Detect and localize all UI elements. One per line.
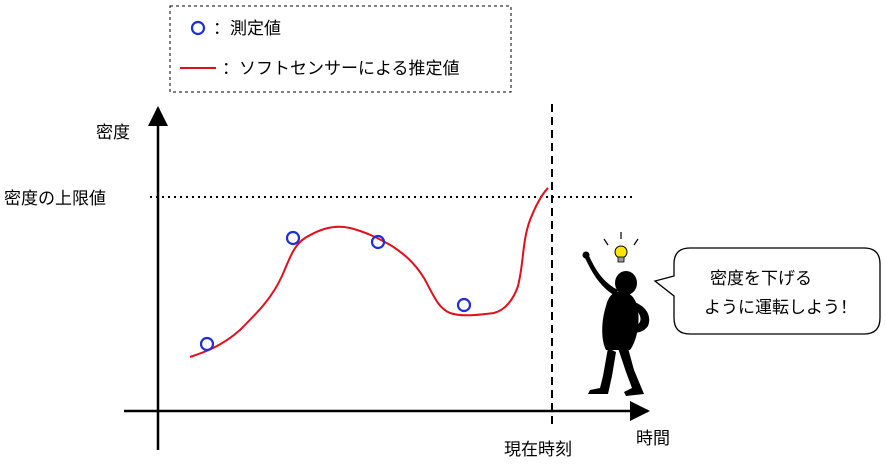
- axes: 密度 時間: [96, 106, 670, 450]
- speech-bubble-line2: ように運転しよう！: [704, 298, 857, 318]
- legend: ：測定値 ：ソフトセンサーによる推定値: [169, 5, 512, 93]
- measured-point: [199, 336, 215, 352]
- measured-marker-icon: [190, 20, 206, 36]
- upper-limit-label: 密度の上限値: [4, 189, 106, 209]
- upper-limit: 密度の上限値: [4, 189, 636, 209]
- thinking-person-icon: [582, 232, 650, 396]
- measured-point: [456, 297, 472, 313]
- measured-point: [370, 234, 386, 250]
- current-time: 現在時刻: [504, 104, 572, 460]
- y-axis-label: 密度: [96, 123, 130, 143]
- measured-points: [199, 230, 472, 352]
- soft-sensor-estimate-curve: [189, 187, 549, 358]
- legend-frame: [169, 5, 512, 93]
- lightbulb-icon: [603, 232, 639, 263]
- x-axis-label: 時間: [636, 429, 670, 449]
- measured-point: [285, 230, 301, 246]
- legend-measured-label: ：測定値: [213, 19, 281, 39]
- legend-estimate-label: ：ソフトセンサーによる推定値: [222, 59, 460, 79]
- current-time-label: 現在時刻: [504, 440, 572, 460]
- speech-bubble: 密度を下げる ように運転しよう！: [653, 247, 881, 335]
- speech-bubble-frame: [653, 247, 881, 335]
- speech-bubble-line1: 密度を下げる: [710, 269, 812, 289]
